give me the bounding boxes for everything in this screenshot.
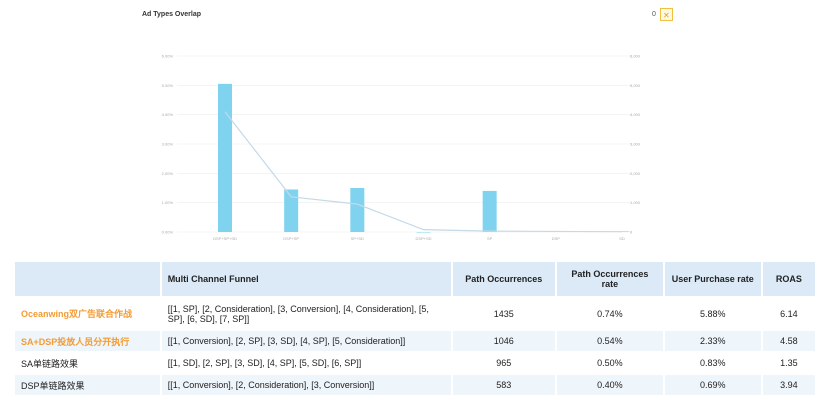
row-purchase-rate: 2.33% bbox=[663, 330, 763, 353]
row-roas: 3.94 bbox=[761, 374, 818, 397]
row-name: SA+DSP投放人员分开执行 bbox=[15, 330, 162, 353]
bar-dsp-sp-sd[interactable] bbox=[218, 83, 232, 232]
right-axis-tick: 4,000 bbox=[630, 112, 641, 117]
right-axis-tick: 0 bbox=[630, 230, 633, 235]
header-user-purchase-rate: User Purchase rate bbox=[663, 262, 763, 298]
right-axis-tick: 5,000 bbox=[630, 83, 641, 88]
bar-dsp-sp[interactable] bbox=[284, 189, 299, 232]
row-occurrences: 1046 bbox=[451, 330, 557, 353]
funnel-table: Multi Channel Funnel Path Occurrences Pa… bbox=[15, 262, 818, 397]
close-icon[interactable]: ✕ bbox=[659, 8, 673, 21]
bar-sp-sd[interactable] bbox=[350, 188, 365, 232]
left-axis-tick: 1.00% bbox=[162, 200, 174, 205]
row-purchase-rate: 0.83% bbox=[663, 352, 763, 375]
left-axis-tick: 2.00% bbox=[162, 171, 174, 176]
chart-controls: 0 ✕ bbox=[652, 8, 673, 21]
x-axis-tick: SP bbox=[487, 236, 493, 241]
control-value: 0 bbox=[652, 11, 656, 18]
header-path-occurrences-rate: Path Occurrences rate bbox=[555, 262, 665, 298]
ad-types-overlap-chart: 0.00% 0 1.00% 1,000 2.00% 2,000 3.00% 3,000 4.00… bbox=[162, 54, 641, 242]
row-occurrences-rate: 0.40% bbox=[555, 374, 665, 397]
x-axis-tick: DSP bbox=[552, 236, 561, 241]
right-axis-tick: 3,000 bbox=[630, 142, 641, 147]
row-roas: 6.14 bbox=[761, 297, 818, 331]
row-name: SA单链路效果 bbox=[15, 352, 162, 375]
left-axis-tick: 4.00% bbox=[162, 112, 174, 117]
right-axis-tick: 6,000 bbox=[630, 54, 641, 59]
left-axis-tick: 0.00% bbox=[162, 230, 174, 235]
table-row: SA单链路效果 [[1, SD], [2, SP], [3, SD], [4, … bbox=[15, 352, 818, 375]
x-axis-tick: SP+SD bbox=[351, 236, 364, 241]
row-purchase-rate: 5.88% bbox=[663, 297, 763, 331]
header-roas: ROAS bbox=[761, 262, 818, 298]
x-axis-tick: DSP+SP bbox=[283, 236, 299, 241]
row-funnel: [[1, SD], [2, SP], [3, SD], [4, SP], [5,… bbox=[160, 352, 453, 375]
row-funnel: [[1, Conversion], [2, SP], [3, SD], [4, … bbox=[160, 330, 453, 353]
row-roas: 4.58 bbox=[761, 330, 818, 353]
row-name: Oceanwing双广告联合作战 bbox=[15, 297, 162, 331]
row-purchase-rate: 0.69% bbox=[663, 374, 763, 397]
table-header-row: Multi Channel Funnel Path Occurrences Pa… bbox=[15, 262, 818, 298]
row-occurrences-rate: 0.50% bbox=[555, 352, 665, 375]
table-row: DSP单链路效果 [[1, Conversion], [2, Considera… bbox=[15, 374, 818, 397]
header-funnel: Multi Channel Funnel bbox=[160, 262, 453, 298]
row-occurrences-rate: 0.74% bbox=[555, 297, 665, 331]
left-axis-tick: 3.00% bbox=[162, 142, 174, 147]
right-axis-tick: 2,000 bbox=[630, 171, 641, 176]
chart-title: Ad Types Overlap bbox=[142, 11, 202, 18]
row-occurrences: 1435 bbox=[451, 297, 557, 331]
table-row: SA+DSP投放人员分开执行 [[1, Conversion], [2, SP]… bbox=[15, 330, 818, 353]
row-name: DSP单链路效果 bbox=[15, 374, 162, 397]
table-row: Oceanwing双广告联合作战 [[1, SP], [2, Considera… bbox=[15, 297, 818, 331]
header-path-occurrences: Path Occurrences bbox=[451, 262, 557, 298]
x-axis-tick: DSP+SD bbox=[415, 236, 431, 241]
row-occurrences: 583 bbox=[451, 374, 557, 397]
bar-dsp-sd[interactable] bbox=[416, 232, 431, 233]
row-roas: 1.35 bbox=[761, 352, 818, 375]
row-occurrences: 965 bbox=[451, 352, 557, 375]
row-funnel: [[1, Conversion], [2, Consideration], [3… bbox=[160, 374, 453, 397]
x-axis-tick: SD bbox=[619, 236, 625, 241]
bar-sp[interactable] bbox=[482, 190, 497, 232]
left-axis-tick: 5.00% bbox=[162, 83, 174, 88]
row-funnel: [[1, SP], [2, Consideration], [3, Conver… bbox=[160, 297, 453, 331]
x-axis-tick: DSP+SP+SD bbox=[213, 236, 237, 241]
left-axis-tick: 6.00% bbox=[162, 54, 174, 59]
funnel-table-container: Multi Channel Funnel Path Occurrences Pa… bbox=[15, 262, 818, 397]
row-occurrences-rate: 0.54% bbox=[555, 330, 665, 353]
header-label bbox=[15, 262, 162, 298]
trend-line bbox=[224, 111, 623, 233]
right-axis-tick: 1,000 bbox=[630, 200, 641, 205]
